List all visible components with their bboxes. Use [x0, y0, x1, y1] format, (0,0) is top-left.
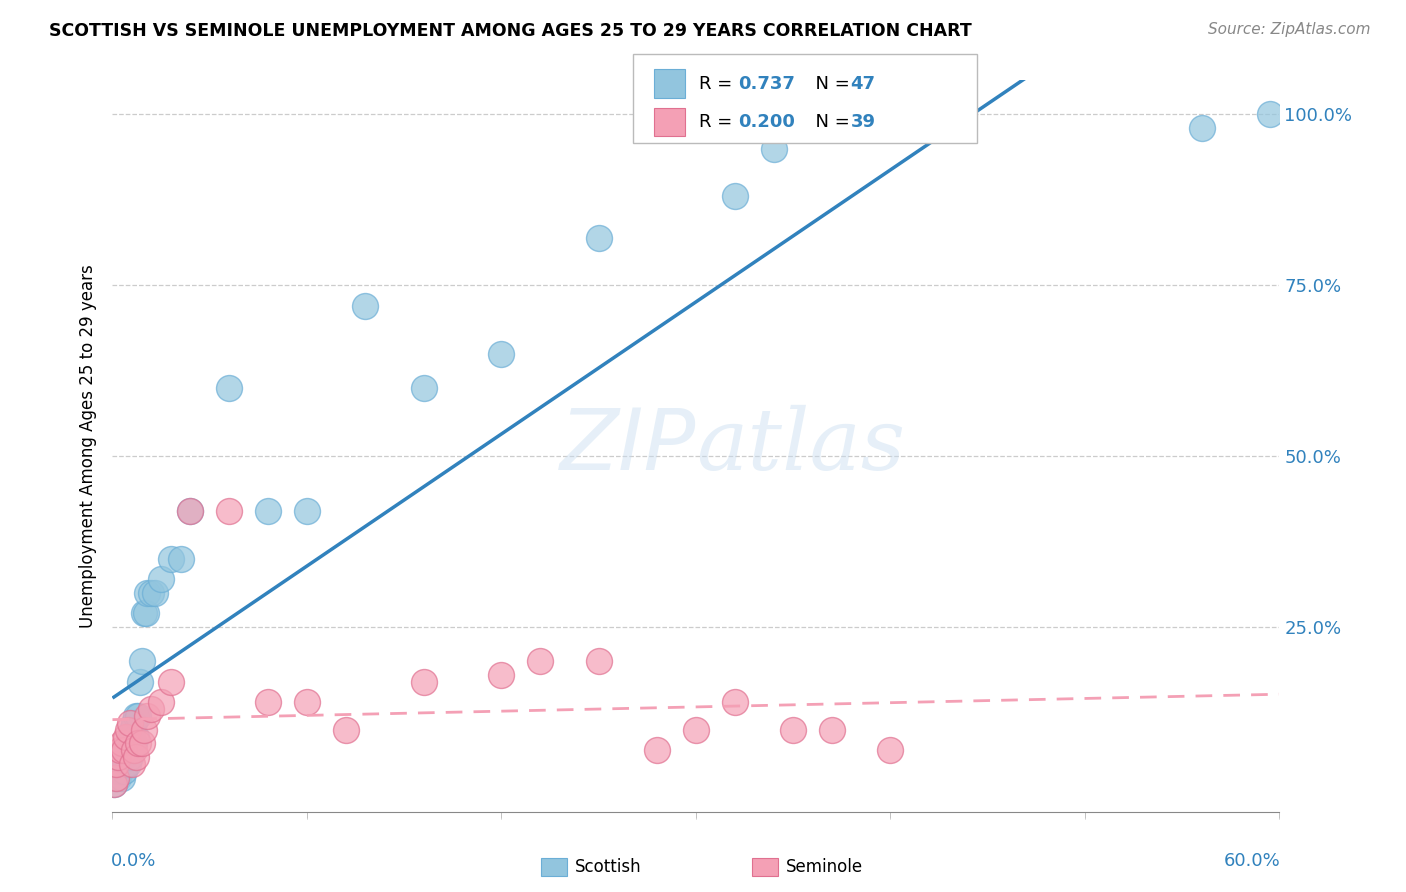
- Point: [724, 189, 747, 203]
- Point: [117, 723, 139, 737]
- Point: [160, 551, 183, 566]
- Point: [179, 504, 201, 518]
- Text: N =: N =: [804, 75, 856, 93]
- Point: [110, 743, 132, 757]
- Point: [782, 723, 804, 737]
- Point: [1258, 107, 1281, 121]
- Point: [105, 771, 128, 785]
- Point: [107, 750, 129, 764]
- Point: [491, 668, 513, 682]
- Point: [169, 551, 191, 566]
- Point: [150, 572, 173, 586]
- Point: [295, 504, 318, 518]
- Point: [125, 750, 148, 764]
- Point: [122, 743, 145, 757]
- Point: [131, 654, 153, 668]
- Point: [111, 750, 134, 764]
- Point: [354, 299, 377, 313]
- Point: [107, 756, 129, 771]
- Point: [841, 121, 863, 136]
- Point: [160, 674, 183, 689]
- Text: Source: ZipAtlas.com: Source: ZipAtlas.com: [1208, 22, 1371, 37]
- Point: [121, 756, 143, 771]
- Point: [218, 381, 240, 395]
- Point: [125, 730, 148, 744]
- Point: [103, 777, 125, 791]
- Point: [118, 730, 141, 744]
- Point: [257, 695, 280, 709]
- Text: atlas: atlas: [696, 405, 905, 487]
- Point: [179, 504, 201, 518]
- Point: [685, 723, 707, 737]
- Point: [118, 750, 141, 764]
- Point: [295, 695, 318, 709]
- Point: [112, 764, 135, 778]
- Point: [105, 756, 128, 771]
- Point: [110, 750, 132, 764]
- Point: [412, 381, 434, 395]
- Point: [724, 695, 747, 709]
- Point: [122, 715, 145, 730]
- Text: Seminole: Seminole: [786, 858, 863, 876]
- Point: [103, 777, 125, 791]
- Text: ZIP: ZIP: [560, 404, 696, 488]
- Point: [141, 586, 163, 600]
- Point: [117, 756, 139, 771]
- Point: [135, 607, 157, 621]
- Point: [821, 723, 844, 737]
- Point: [127, 736, 149, 750]
- Point: [121, 743, 143, 757]
- Point: [112, 750, 135, 764]
- Point: [111, 736, 134, 750]
- Point: [112, 743, 135, 757]
- Text: 60.0%: 60.0%: [1223, 852, 1281, 870]
- Point: [127, 709, 149, 723]
- Text: N =: N =: [804, 113, 856, 131]
- Text: 39: 39: [851, 113, 876, 131]
- Text: R =: R =: [699, 75, 738, 93]
- Point: [136, 709, 159, 723]
- Text: 0.0%: 0.0%: [111, 852, 156, 870]
- Text: 47: 47: [851, 75, 876, 93]
- Point: [132, 607, 155, 621]
- Text: 0.200: 0.200: [738, 113, 794, 131]
- Text: Scottish: Scottish: [575, 858, 641, 876]
- Point: [1191, 121, 1213, 136]
- Point: [150, 695, 173, 709]
- Point: [762, 142, 785, 156]
- Point: [111, 771, 134, 785]
- Text: R =: R =: [699, 113, 738, 131]
- Point: [143, 586, 166, 600]
- Point: [491, 347, 513, 361]
- Point: [335, 723, 357, 737]
- Point: [645, 743, 668, 757]
- Point: [105, 771, 128, 785]
- Point: [115, 756, 138, 771]
- Point: [529, 654, 551, 668]
- Point: [122, 736, 145, 750]
- Point: [218, 504, 240, 518]
- Text: SCOTTISH VS SEMINOLE UNEMPLOYMENT AMONG AGES 25 TO 29 YEARS CORRELATION CHART: SCOTTISH VS SEMINOLE UNEMPLOYMENT AMONG …: [49, 22, 972, 40]
- Point: [136, 586, 159, 600]
- Point: [128, 674, 150, 689]
- Point: [110, 764, 132, 778]
- Point: [257, 504, 280, 518]
- Point: [118, 715, 141, 730]
- Point: [115, 743, 138, 757]
- Point: [125, 709, 148, 723]
- Point: [879, 743, 901, 757]
- Text: 0.737: 0.737: [738, 75, 794, 93]
- Point: [131, 736, 153, 750]
- Point: [117, 736, 139, 750]
- Point: [132, 723, 155, 737]
- Point: [588, 230, 610, 244]
- Point: [105, 764, 128, 778]
- Y-axis label: Unemployment Among Ages 25 to 29 years: Unemployment Among Ages 25 to 29 years: [79, 264, 97, 628]
- Point: [115, 730, 138, 744]
- Point: [588, 654, 610, 668]
- Point: [141, 702, 163, 716]
- Point: [121, 723, 143, 737]
- Point: [412, 674, 434, 689]
- Point: [107, 771, 129, 785]
